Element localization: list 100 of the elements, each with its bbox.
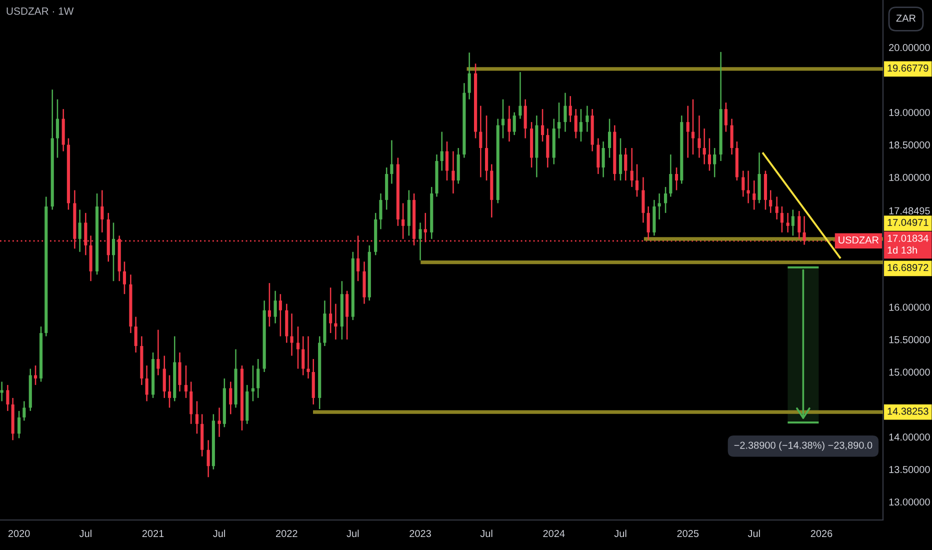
candlestick bbox=[484, 114, 488, 182]
candlestick bbox=[624, 147, 628, 182]
candlestick bbox=[646, 206, 650, 240]
candlestick bbox=[730, 118, 734, 156]
x-tick-label: Jul bbox=[480, 530, 492, 538]
candlestick bbox=[579, 108, 583, 142]
candlestick bbox=[642, 176, 645, 224]
candlestick bbox=[184, 364, 188, 399]
candlestick bbox=[334, 303, 338, 340]
candlestick bbox=[564, 92, 567, 132]
candlestick bbox=[6, 384, 10, 412]
candlestick bbox=[691, 98, 695, 156]
candlestick bbox=[791, 209, 794, 236]
x-tick-label: Jul bbox=[79, 530, 92, 538]
candlestick bbox=[798, 210, 801, 240]
candlestick bbox=[18, 410, 21, 439]
candlestick bbox=[508, 105, 511, 142]
candlestick bbox=[329, 286, 332, 334]
candlestick bbox=[296, 326, 300, 370]
candlestick bbox=[162, 355, 166, 399]
candlestick bbox=[156, 329, 160, 376]
y-tick-label: 13.50000 bbox=[889, 466, 930, 474]
ref-line-label: 17.01834 1d 13h bbox=[888, 234, 928, 254]
text: USDZAR · 1W bbox=[6, 7, 74, 15]
candlestick bbox=[56, 98, 60, 158]
candlestick bbox=[501, 98, 505, 139]
x-tick-label: Jul bbox=[748, 530, 760, 538]
y-tick-label: 19.00000 bbox=[889, 108, 930, 116]
candlestick bbox=[278, 293, 282, 337]
candlestick bbox=[630, 147, 634, 188]
candlestick bbox=[190, 381, 193, 425]
candlestick bbox=[586, 105, 589, 132]
y-tick-label: 16.00000 bbox=[889, 304, 930, 311]
candlestick bbox=[290, 312, 294, 356]
data-label: 16.68972 bbox=[888, 264, 928, 272]
candlestick bbox=[390, 140, 394, 184]
candlestick bbox=[34, 364, 38, 386]
y-tick-label: 14.00000 bbox=[889, 434, 930, 441]
candlestick bbox=[568, 95, 572, 123]
candlestick bbox=[346, 290, 349, 340]
candlestick bbox=[145, 364, 148, 402]
x-tick-label: 2023 bbox=[410, 530, 431, 538]
candlestick bbox=[251, 364, 255, 402]
candlestick bbox=[541, 108, 544, 142]
candlestick bbox=[664, 186, 668, 214]
y-tick-label: 15.50000 bbox=[889, 336, 930, 344]
candlestick bbox=[229, 381, 232, 415]
candlestick bbox=[557, 102, 561, 139]
candlestick bbox=[206, 440, 210, 478]
candlestick bbox=[468, 52, 471, 100]
candlestick bbox=[302, 336, 305, 376]
candlestick bbox=[440, 131, 444, 172]
candlestick bbox=[0, 381, 4, 402]
candlestick bbox=[702, 128, 706, 165]
candlestick bbox=[524, 98, 527, 139]
candlestick bbox=[752, 180, 756, 210]
x-tick-label: 2021 bbox=[142, 530, 164, 538]
x-tick-label: 2022 bbox=[276, 530, 298, 538]
y-tick-label: 20.00000 bbox=[889, 44, 930, 52]
candlestick bbox=[574, 108, 578, 139]
candlestick bbox=[618, 138, 622, 182]
x-tick-label: Jul bbox=[614, 530, 626, 538]
x-tick-label: Jul bbox=[213, 530, 226, 538]
candlestick bbox=[379, 192, 382, 230]
candlestick bbox=[713, 147, 716, 178]
y-tick-label: 18.00000 bbox=[889, 174, 930, 181]
candlestick bbox=[546, 128, 550, 168]
text: USDZAR bbox=[838, 236, 879, 244]
x-tick-label: 2020 bbox=[8, 530, 30, 538]
data-label: 14.38253 bbox=[888, 408, 928, 415]
candlestick bbox=[698, 114, 701, 158]
candlestick bbox=[669, 154, 672, 198]
y-tick-label: 15.00000 bbox=[889, 368, 930, 376]
candlestick bbox=[418, 222, 422, 261]
candlestick bbox=[708, 138, 712, 172]
y-tick-label: 18.50000 bbox=[889, 141, 930, 148]
candlestick bbox=[775, 196, 778, 220]
candlestick bbox=[658, 192, 661, 220]
candlestick bbox=[742, 170, 745, 198]
candlestick bbox=[674, 166, 678, 191]
candlestick bbox=[78, 209, 82, 253]
candlestick bbox=[178, 352, 182, 392]
candlestick bbox=[769, 190, 772, 214]
data-label: 19.66779 bbox=[888, 64, 928, 72]
candlestick bbox=[445, 140, 449, 182]
candlestick bbox=[596, 138, 600, 175]
candlestick bbox=[724, 102, 728, 132]
candlestick bbox=[168, 374, 172, 408]
candlestick bbox=[218, 407, 221, 438]
candlestick bbox=[780, 206, 784, 234]
candlestick bbox=[786, 212, 790, 234]
data-label: 17.04971 bbox=[888, 218, 928, 226]
candlestick bbox=[256, 358, 260, 399]
candlestick bbox=[512, 112, 516, 136]
x-tick-label: 2024 bbox=[543, 530, 565, 538]
candlestick bbox=[134, 316, 138, 354]
y-tick-label: 17.48495 bbox=[889, 207, 930, 214]
candlestick bbox=[274, 290, 277, 324]
candlestick bbox=[268, 282, 271, 328]
x-tick-label: 2025 bbox=[677, 530, 699, 538]
